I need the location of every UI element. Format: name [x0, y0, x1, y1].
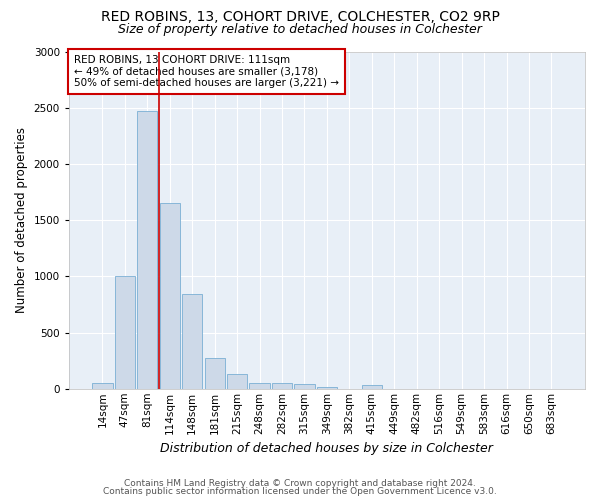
X-axis label: Distribution of detached houses by size in Colchester: Distribution of detached houses by size …	[160, 442, 493, 455]
Bar	[317, 386, 337, 389]
Bar	[92, 382, 113, 389]
Text: Contains public sector information licensed under the Open Government Licence v3: Contains public sector information licen…	[103, 487, 497, 496]
Text: RED ROBINS, 13 COHORT DRIVE: 111sqm
← 49% of detached houses are smaller (3,178): RED ROBINS, 13 COHORT DRIVE: 111sqm ← 49…	[74, 55, 339, 88]
Bar	[115, 276, 135, 389]
Bar	[160, 204, 180, 389]
Y-axis label: Number of detached properties: Number of detached properties	[15, 127, 28, 313]
Bar	[137, 111, 157, 389]
Bar	[227, 374, 247, 389]
Bar	[182, 294, 202, 389]
Text: Size of property relative to detached houses in Colchester: Size of property relative to detached ho…	[118, 22, 482, 36]
Bar	[295, 384, 314, 389]
Text: RED ROBINS, 13, COHORT DRIVE, COLCHESTER, CO2 9RP: RED ROBINS, 13, COHORT DRIVE, COLCHESTER…	[101, 10, 499, 24]
Text: Contains HM Land Registry data © Crown copyright and database right 2024.: Contains HM Land Registry data © Crown c…	[124, 478, 476, 488]
Bar	[362, 386, 382, 389]
Bar	[205, 358, 225, 389]
Bar	[250, 383, 269, 389]
Bar	[272, 383, 292, 389]
